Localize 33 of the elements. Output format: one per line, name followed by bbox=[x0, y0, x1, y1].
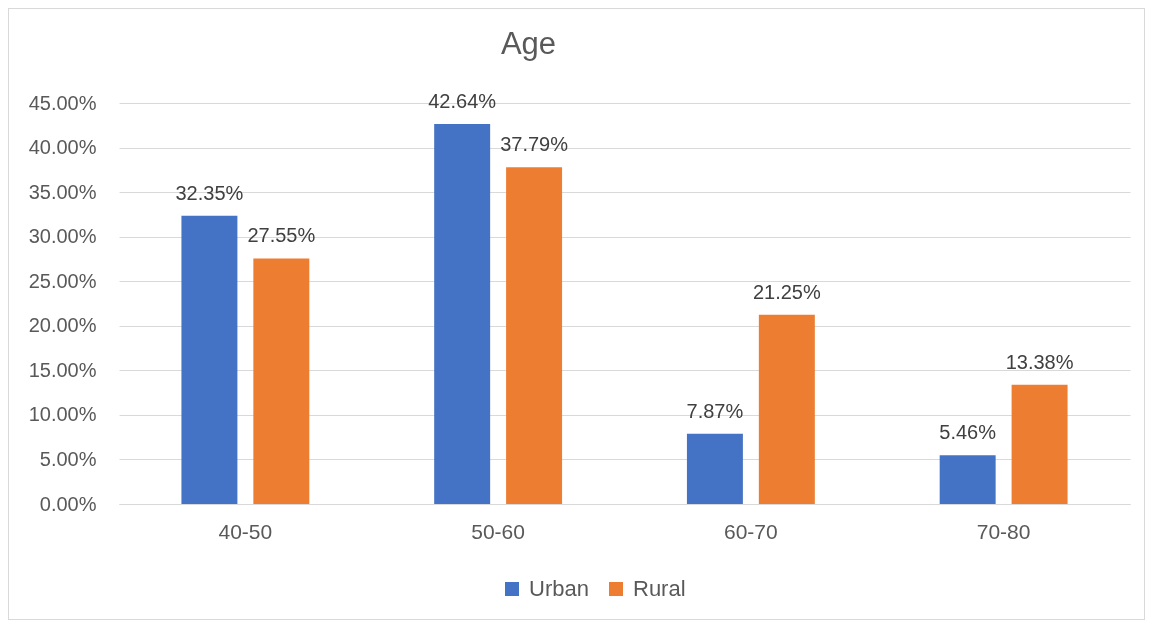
x-tick-label: 50-60 bbox=[471, 519, 525, 543]
bar bbox=[1011, 384, 1068, 504]
bar bbox=[758, 314, 815, 504]
bar bbox=[434, 124, 491, 504]
y-tick-label: 25.00% bbox=[28, 269, 97, 292]
y-tick-label: 35.00% bbox=[28, 180, 97, 203]
data-label: 5.46% bbox=[939, 421, 997, 444]
data-label: 42.64% bbox=[428, 90, 497, 113]
legend-label: Rural bbox=[633, 576, 686, 601]
x-tick-label: 60-70 bbox=[724, 519, 778, 543]
bar bbox=[181, 215, 238, 504]
y-tick-label: 0.00% bbox=[39, 492, 97, 515]
data-label: 13.38% bbox=[1005, 350, 1074, 373]
data-label: 37.79% bbox=[500, 133, 569, 156]
bar bbox=[939, 455, 996, 504]
y-tick-label: 30.00% bbox=[28, 225, 97, 248]
y-tick-label: 5.00% bbox=[39, 447, 97, 470]
y-tick-label: 45.00% bbox=[28, 91, 97, 114]
bar bbox=[506, 167, 563, 504]
x-tick-label: 70-80 bbox=[976, 519, 1031, 543]
y-tick-label: 20.00% bbox=[28, 314, 97, 337]
data-label: 32.35% bbox=[175, 181, 244, 204]
y-tick-label: 10.00% bbox=[28, 403, 97, 426]
data-label: 7.87% bbox=[686, 399, 744, 422]
data-label: 27.55% bbox=[247, 224, 316, 247]
bar bbox=[686, 433, 743, 504]
chart-title: Age bbox=[500, 26, 557, 62]
x-tick-label: 40-50 bbox=[218, 519, 273, 543]
y-tick-label: 40.00% bbox=[28, 136, 97, 159]
y-tick-label: 15.00% bbox=[28, 358, 97, 381]
data-label: 21.25% bbox=[752, 280, 821, 303]
legend-label: Urban bbox=[529, 576, 589, 601]
bar bbox=[253, 258, 310, 504]
